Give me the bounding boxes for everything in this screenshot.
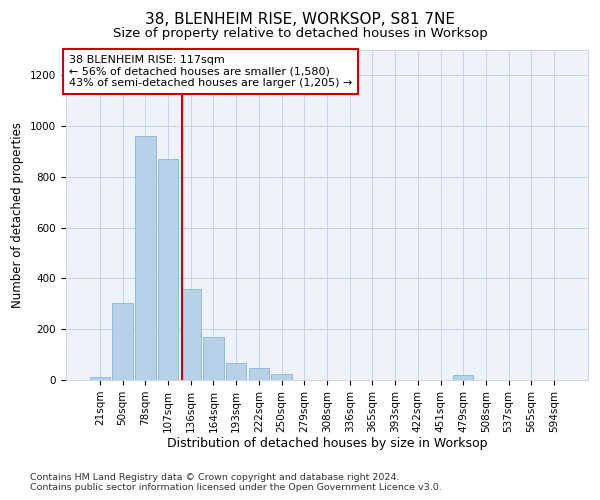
Bar <box>248 368 269 380</box>
Text: 38 BLENHEIM RISE: 117sqm
← 56% of detached houses are smaller (1,580)
43% of sem: 38 BLENHEIM RISE: 117sqm ← 56% of detach… <box>68 55 352 88</box>
Bar <box>453 375 473 380</box>
Bar <box>181 288 201 380</box>
Bar <box>271 374 292 380</box>
Bar <box>203 337 224 380</box>
Bar <box>90 378 110 380</box>
Y-axis label: Number of detached properties: Number of detached properties <box>11 122 25 308</box>
Text: Size of property relative to detached houses in Worksop: Size of property relative to detached ho… <box>113 28 487 40</box>
Bar <box>112 302 133 380</box>
Bar <box>226 362 247 380</box>
Text: Contains HM Land Registry data © Crown copyright and database right 2024.
Contai: Contains HM Land Registry data © Crown c… <box>30 473 442 492</box>
Bar <box>158 159 178 380</box>
X-axis label: Distribution of detached houses by size in Worksop: Distribution of detached houses by size … <box>167 438 487 450</box>
Bar <box>135 136 155 380</box>
Text: 38, BLENHEIM RISE, WORKSOP, S81 7NE: 38, BLENHEIM RISE, WORKSOP, S81 7NE <box>145 12 455 28</box>
